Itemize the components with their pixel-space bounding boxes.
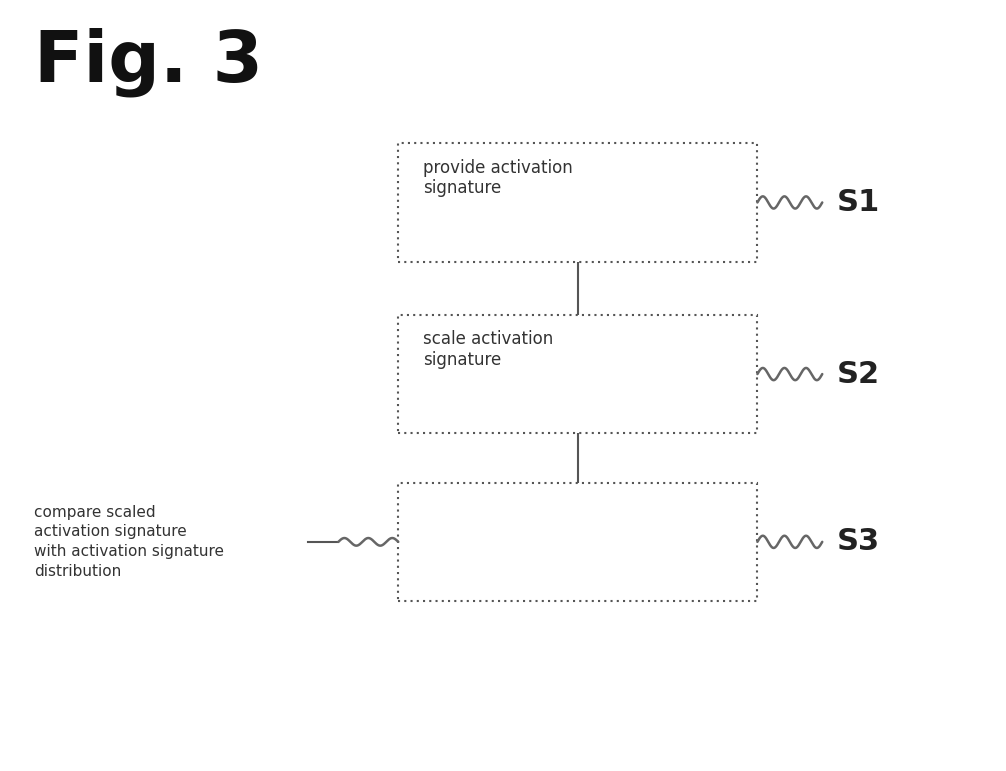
Text: compare scaled
activation signature
with activation signature
distribution: compare scaled activation signature with…: [34, 505, 224, 579]
Text: S3: S3: [837, 527, 880, 557]
Text: scale activation
signature: scale activation signature: [424, 330, 553, 369]
Text: S2: S2: [837, 359, 880, 389]
Text: S1: S1: [837, 188, 880, 217]
FancyBboxPatch shape: [398, 143, 758, 261]
FancyBboxPatch shape: [398, 483, 758, 601]
Text: provide activation
signature: provide activation signature: [424, 159, 573, 197]
Text: Fig. 3: Fig. 3: [34, 27, 264, 96]
FancyBboxPatch shape: [398, 315, 758, 433]
